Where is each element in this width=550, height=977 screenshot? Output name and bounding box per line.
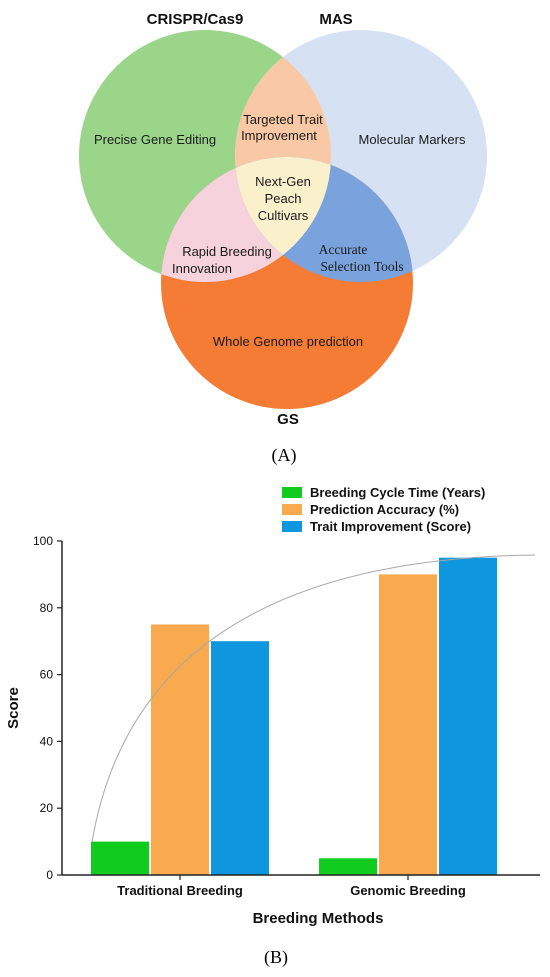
- legend-swatch: [282, 487, 302, 498]
- y-axis-title: Score: [5, 687, 22, 729]
- y-tick-label: 20: [40, 801, 54, 815]
- legend: Breeding Cycle Time (Years) Prediction Ac…: [282, 485, 485, 534]
- legend-label: Trait Improvement (Score): [310, 519, 471, 534]
- x-tick-label: Genomic Breeding: [350, 883, 466, 898]
- mas-gs-label-line2: Selection Tools: [320, 259, 403, 274]
- bars: [91, 557, 497, 875]
- legend-label: Breeding Cycle Time (Years): [310, 485, 485, 500]
- x-axis-title: Breeding Methods: [253, 910, 384, 927]
- venn-diagram: CRISPR/Cas9 MAS GS Precise Gene Editing …: [79, 11, 487, 466]
- trend-curve: [91, 554, 536, 843]
- bar-chart: Breeding Cycle Time (Years) Prediction Ac…: [5, 485, 540, 968]
- bar-2-1: [151, 624, 209, 875]
- y-tick-label: 0: [46, 868, 53, 882]
- y-tick-label: 40: [40, 734, 54, 748]
- panel-b-label: (B): [264, 947, 288, 968]
- bar-3-2: [439, 557, 497, 875]
- bar-1-1: [91, 841, 149, 875]
- legend-swatch: [282, 504, 302, 515]
- axes: 0 20 40 60 80 100 Traditional Breeding Genomic …: [33, 534, 540, 898]
- crispr-mas-label-line2: Improvement: [241, 128, 317, 143]
- gs-only-label: Whole Genome prediction: [213, 334, 363, 349]
- y-tick-label: 80: [40, 601, 54, 615]
- mas-gs-label-line1: Accurate: [319, 242, 368, 257]
- crispr-only-label: Precise Gene Editing: [94, 132, 216, 147]
- y-tick-label: 100: [33, 534, 53, 548]
- crispr-gs-label-line1: Rapid Breeding: [182, 244, 272, 259]
- y-tick-label: 60: [40, 668, 54, 682]
- mas-gs-overlap: [235, 157, 413, 282]
- mas-set-label: MAS: [319, 11, 352, 28]
- panel-a-label: (A): [272, 445, 297, 466]
- bar-3-1: [211, 641, 269, 875]
- crispr-gs-overlap: [161, 157, 331, 282]
- crispr-gs-label-line2: Innovation: [172, 261, 232, 276]
- mas-only-label: Molecular Markers: [359, 132, 466, 147]
- crispr-mas-label-line1: Targeted Trait: [243, 112, 323, 127]
- crispr-set-label: CRISPR/Cas9: [147, 11, 244, 28]
- center-label-line1: Next-Gen: [255, 174, 311, 189]
- bar-2-2: [379, 574, 437, 875]
- legend-swatch: [282, 521, 302, 532]
- center-label-line2: Peach: [265, 191, 302, 206]
- center-label-line3: Cultivars: [258, 208, 309, 223]
- gs-set-label: GS: [277, 411, 299, 428]
- x-tick-label: Traditional Breeding: [117, 883, 243, 898]
- legend-label: Prediction Accuracy (%): [310, 502, 459, 517]
- bar-1-2: [319, 858, 377, 875]
